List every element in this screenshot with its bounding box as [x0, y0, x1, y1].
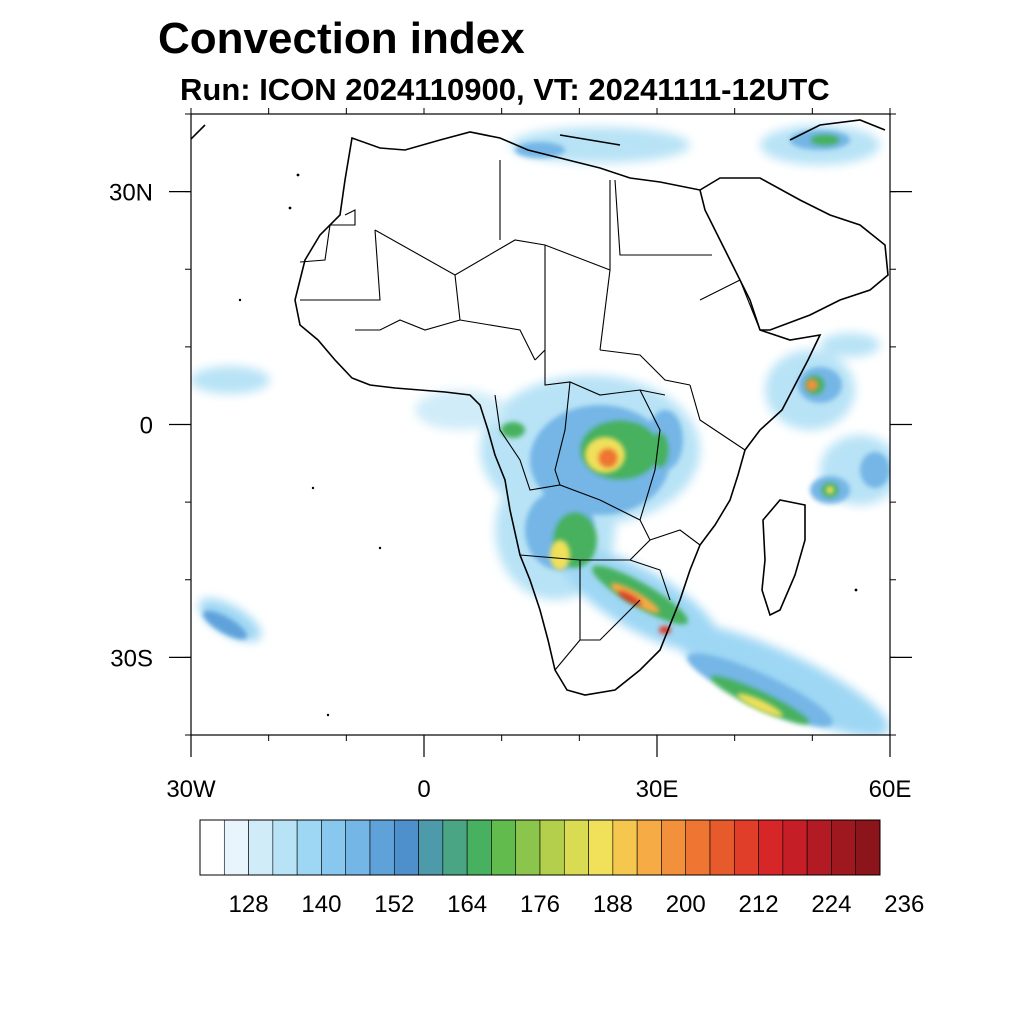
colorbar-swatch	[393, 819, 419, 876]
convection-field-high	[550, 379, 834, 717]
colorbar: 128 140 152 164 176 188 200 212 224 236	[199, 819, 924, 918]
colorbar-swatch	[345, 819, 371, 876]
lon-tick-label: 0	[417, 776, 430, 803]
colorbar-swatch	[296, 819, 322, 876]
colorbar-tick-label: 164	[447, 891, 487, 918]
colorbar-tick-label: 152	[374, 891, 414, 918]
scattered-islands	[238, 173, 858, 717]
colorbar-tick-label: 200	[666, 891, 706, 918]
colorbar-swatch	[733, 819, 759, 876]
colorbar-swatch	[685, 819, 711, 876]
colorbar-swatch	[369, 819, 395, 876]
colorbar-frame	[199, 819, 881, 876]
colorbar-tick-label: 212	[739, 891, 779, 918]
colorbar-swatch	[321, 819, 347, 876]
colorbar-swatch	[539, 819, 565, 876]
lon-tick-label: 30E	[636, 776, 679, 803]
colorbar-swatch	[758, 819, 784, 876]
lat-tick-label: 30N	[109, 180, 153, 207]
colorbar-tick-label: 176	[520, 891, 560, 918]
colorbar-swatch	[223, 819, 249, 876]
chart-subtitle: Run: ICON 2024110900, VT: 20241111-12UTC	[180, 72, 830, 107]
axes: 30W 0 30E 60E 30N 0 30S	[109, 108, 912, 803]
plot-area	[191, 114, 890, 735]
colorbar-swatch	[199, 819, 225, 876]
colorbar-swatch	[466, 819, 492, 876]
colorbar-swatch	[612, 819, 638, 876]
colorbar-tick-label: 236	[884, 891, 924, 918]
colorbar-swatch	[661, 819, 687, 876]
colorbar-tick-label: 140	[301, 891, 341, 918]
colorbar-swatch	[491, 819, 517, 876]
lon-tick-label: 60E	[869, 776, 912, 803]
colorbar-swatch	[563, 819, 589, 876]
lat-tick-label: 30S	[110, 645, 153, 672]
colorbar-swatch	[515, 819, 541, 876]
colorbar-swatch	[855, 819, 881, 876]
coastlines	[191, 119, 889, 696]
colorbar-swatch	[248, 819, 274, 876]
colorbar-swatch	[588, 819, 614, 876]
colorbar-swatch	[709, 819, 735, 876]
colorbar-tick-label: 188	[593, 891, 633, 918]
country-borders	[299, 160, 761, 671]
lat-tick-label: 0	[140, 413, 153, 440]
colorbar-tick-label: 224	[811, 891, 851, 918]
colorbar-swatch	[831, 819, 857, 876]
colorbar-tick-label: 128	[229, 891, 269, 918]
colorbar-swatch	[442, 819, 468, 876]
colorbar-swatch	[418, 819, 444, 876]
chart-title: Convection index	[158, 14, 525, 63]
lon-tick-label: 30W	[166, 776, 216, 803]
colorbar-swatch	[272, 819, 298, 876]
colorbar-swatch	[636, 819, 662, 876]
colorbar-swatch	[782, 819, 808, 876]
colorbar-swatch	[806, 819, 832, 876]
